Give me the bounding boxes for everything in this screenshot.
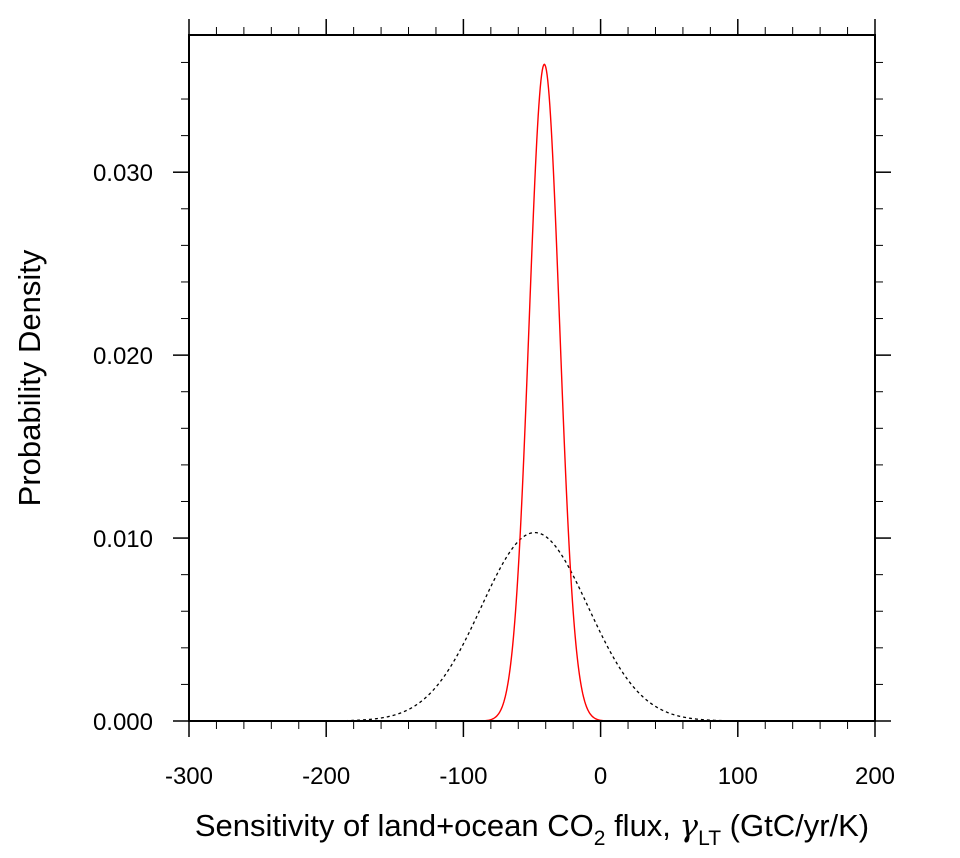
x-tick-label: -100 (439, 763, 487, 790)
tick-labels: -300 -200 -100 0 100 200 0.000 0.010 0.020 0.030 (93, 160, 895, 790)
y-tick-label: 0.020 (93, 343, 153, 370)
x-tick-label: -200 (302, 763, 350, 790)
x-tick-label: 200 (855, 763, 895, 790)
x-axis-title-middle: flux, (605, 808, 679, 843)
x-tick-label: 0 (594, 763, 607, 790)
x-axis-title: Sensitivity of land+ocean CO2 flux, γLT … (195, 808, 869, 850)
x-tick-label: -300 (165, 763, 213, 790)
x-tick-label: 100 (718, 763, 758, 790)
y-tick-label: 0.030 (93, 160, 153, 187)
plot-frame (188, 34, 876, 722)
y-tick-label: 0.000 (93, 709, 153, 736)
y-axis-title: Probability Density (12, 249, 47, 506)
x-axis-title-prefix: Sensitivity of land+ocean CO (195, 808, 594, 843)
x-axis-title-units: (GtC/yr/K) (721, 808, 869, 843)
x-axis-title-gamma-symbol: γ (680, 808, 699, 844)
y-tick-label: 0.010 (93, 526, 153, 553)
tick-marks (173, 19, 891, 737)
x-axis-title-lt-subscript: LT (698, 827, 721, 850)
x-axis-title-co2-subscript: 2 (594, 827, 606, 850)
